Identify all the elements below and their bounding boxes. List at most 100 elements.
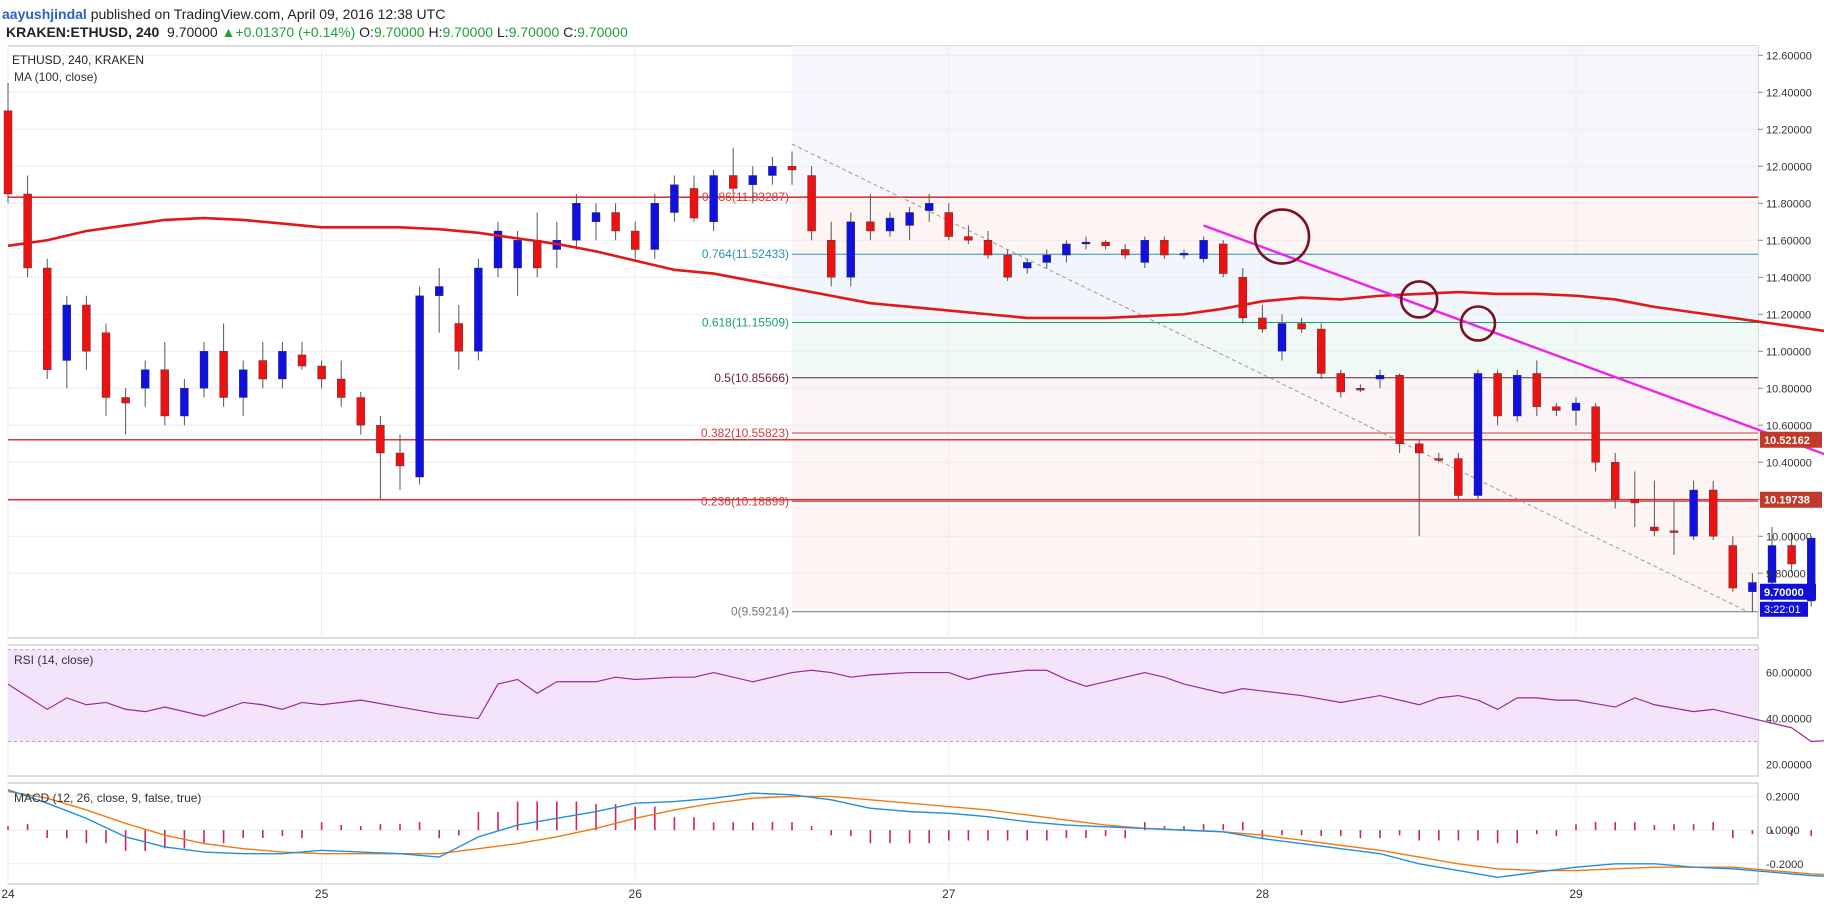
macd-histogram-bar <box>1065 830 1068 838</box>
candle-bull <box>748 175 757 185</box>
macd-y-label: 0.0000 <box>1766 825 1800 837</box>
low-label: L: <box>496 24 509 40</box>
macd-histogram-bar <box>85 830 88 844</box>
macd-histogram-bar <box>242 830 244 838</box>
macd-histogram-bar <box>66 830 68 839</box>
fib-label: 0.5(10.85666) <box>714 371 789 385</box>
macd-histogram-bar <box>1124 830 1126 839</box>
candle-bear <box>219 351 228 398</box>
macd-histogram-bar <box>889 830 891 844</box>
fib-label: 0(9.59214) <box>731 605 789 619</box>
macd-histogram-bar <box>1732 830 1734 839</box>
x-tick-label: 26 <box>629 887 643 901</box>
macd-histogram-bar <box>26 824 29 831</box>
candle-bull <box>905 212 914 226</box>
candle-bull <box>62 304 71 361</box>
author-link[interactable]: aayushjindal <box>2 6 87 22</box>
candle-bull <box>1042 254 1052 263</box>
descending-trendline <box>1203 224 1824 456</box>
x-tick-label: 29 <box>1569 887 1583 901</box>
candle-bear <box>1258 317 1267 330</box>
candle-bear <box>964 236 973 241</box>
macd-histogram-bar <box>536 801 538 831</box>
candle-bull <box>572 203 581 241</box>
candle-bull <box>435 286 444 296</box>
y-tick-label: 10.00000 <box>1766 531 1812 543</box>
candle-bear <box>82 304 91 352</box>
price-tag-bg <box>1760 583 1816 600</box>
candle-bull <box>1512 375 1522 417</box>
candle-bear <box>1650 526 1659 531</box>
macd-histogram-bar <box>1202 824 1205 831</box>
candle-bull <box>140 369 150 389</box>
candle-bull <box>1081 241 1091 245</box>
candle-bull <box>1023 262 1032 269</box>
candle-bull <box>591 212 601 222</box>
candle-bear <box>1532 373 1542 407</box>
candle-bear <box>1160 240 1169 256</box>
macd-pane[interactable] <box>7 789 1824 878</box>
y-tick-label: 11.80000 <box>1766 198 1811 210</box>
price-pane[interactable]: 0.886(11.83287)0.764(11.52433)0.618(11.1… <box>3 83 1824 625</box>
macd-histogram-bar <box>1536 830 1538 835</box>
macd-histogram-bar <box>1085 830 1087 838</box>
candle-bear <box>1728 545 1738 589</box>
macd-histogram-bar <box>1359 830 1362 839</box>
pane-backgrounds <box>7 45 1759 885</box>
candle-bull <box>885 217 895 232</box>
fib-zone-top <box>792 46 1758 198</box>
candle-bear <box>1218 243 1228 274</box>
macd-histogram-bar <box>1261 830 1264 839</box>
macd-histogram-bar <box>1575 824 1577 831</box>
candle-bear <box>1434 458 1444 461</box>
candle-bear <box>1414 443 1424 454</box>
rsi-band <box>8 649 1758 742</box>
rsi-y-label: 40.00000 <box>1766 714 1812 726</box>
candle-bear <box>258 360 267 380</box>
macd-histogram-bar <box>1026 830 1028 841</box>
macd-histogram-bar <box>1340 830 1342 837</box>
candle-bear <box>317 365 326 380</box>
candle-bull <box>180 388 189 417</box>
candle-bull <box>768 166 777 176</box>
macd-histogram-bar <box>1242 822 1244 831</box>
candle-bear <box>160 369 170 417</box>
y-tick-label: 12.00000 <box>1766 161 1812 173</box>
candle-bear <box>297 354 307 367</box>
candle-bull <box>278 351 287 380</box>
y-tick-label: 12.20000 <box>1766 124 1812 136</box>
macd-histogram-bar <box>458 830 460 836</box>
macd-histogram-bar <box>418 822 421 831</box>
candle-bull <box>474 267 483 352</box>
legend-ma: MA (100, close) <box>14 70 97 84</box>
candle-bear <box>1238 277 1248 319</box>
candle-bull <box>1767 545 1777 583</box>
y-tick-label: 12.40000 <box>1766 87 1812 99</box>
ohlc-line: KRAKEN:ETHUSD, 240 9.70000 ▲+0.01370 (+0… <box>6 24 628 40</box>
y-tick-label: 11.60000 <box>1766 235 1811 247</box>
candle-bull <box>1062 243 1071 256</box>
candle-bull <box>1806 537 1816 602</box>
macd-y-label: -0.2000 <box>1766 859 1803 871</box>
rsi-pane[interactable] <box>7 649 1824 747</box>
candle-bear <box>101 332 111 398</box>
candle-bull <box>415 295 424 478</box>
change-value: +0.01370 (+0.14%) <box>235 24 356 40</box>
macd-y-label: 0.2000 <box>1766 791 1800 803</box>
y-tick-label: 10.80000 <box>1766 383 1812 395</box>
candle-bull <box>1689 489 1698 537</box>
macd-histogram-bar <box>497 811 499 831</box>
macd-histogram-bar <box>360 826 362 831</box>
candle-bull <box>1375 375 1385 380</box>
macd-histogram-bar <box>1614 822 1616 831</box>
macd-histogram-bar <box>1555 830 1558 837</box>
candle-bear <box>1669 530 1679 533</box>
macd-histogram-bar <box>556 801 558 831</box>
x-tick-label: 24 <box>1 887 15 901</box>
candle-bull <box>513 240 522 269</box>
annotation-circle <box>1459 305 1497 342</box>
rsi-y-label: 60.00000 <box>1766 668 1812 680</box>
candle-bear <box>1630 499 1640 504</box>
x-tick-label: 27 <box>942 887 956 901</box>
